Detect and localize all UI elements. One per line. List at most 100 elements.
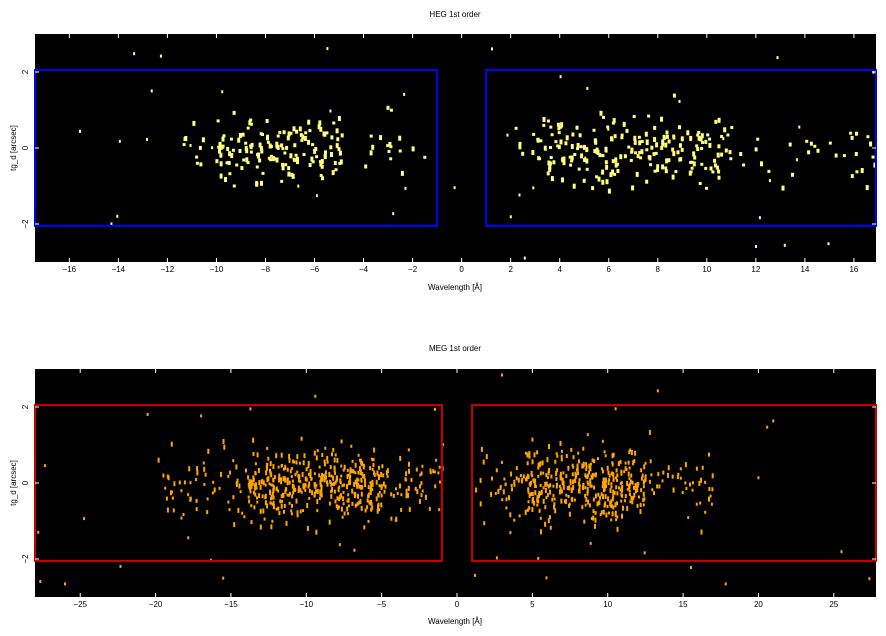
event-pixel — [453, 186, 456, 190]
event-pixel — [326, 47, 329, 51]
y-tick-label: −2 — [21, 554, 30, 564]
event-pixel — [357, 453, 360, 457]
event-pixel — [286, 135, 290, 141]
event-pixel — [791, 172, 794, 177]
event-pixel — [544, 521, 547, 527]
event-pixel — [351, 488, 354, 494]
event-pixel — [602, 481, 605, 486]
event-pixel — [294, 488, 297, 492]
event-pixel — [324, 470, 327, 474]
event-pixel — [133, 52, 136, 56]
event-pixel — [439, 480, 441, 484]
event-pixel — [602, 477, 605, 482]
event-pixel — [369, 481, 372, 485]
event-pixel — [868, 577, 871, 581]
event-pixel — [356, 477, 359, 482]
event-pixel — [592, 509, 595, 514]
event-pixel — [691, 488, 694, 492]
event-pixel — [542, 471, 545, 475]
x-tick-label: 12 — [751, 265, 760, 274]
event-pixel — [540, 529, 542, 535]
event-pixel — [378, 465, 380, 470]
event-pixel — [573, 153, 577, 156]
event-pixel — [309, 469, 312, 474]
event-pixel — [383, 489, 386, 494]
event-pixel — [283, 467, 285, 471]
event-pixel — [657, 472, 660, 477]
event-pixel — [250, 504, 253, 508]
y-tick-label: 2 — [21, 69, 30, 74]
event-pixel — [653, 169, 657, 173]
event-pixel — [580, 153, 584, 159]
event-pixel — [244, 146, 248, 151]
event-pixel — [378, 508, 380, 512]
event-pixel — [591, 473, 594, 478]
event-pixel — [636, 485, 639, 489]
event-pixel — [518, 514, 521, 518]
event-pixel — [338, 485, 341, 489]
event-pixel — [605, 512, 608, 518]
event-pixel — [611, 159, 615, 164]
event-pixel — [334, 480, 337, 485]
event-pixel — [698, 182, 702, 185]
event-pixel — [264, 483, 267, 487]
event-pixel — [429, 468, 432, 473]
event-pixel — [255, 181, 259, 186]
event-pixel — [259, 132, 263, 136]
event-pixel — [305, 467, 308, 472]
event-pixel — [601, 469, 604, 474]
x-tick-label: −4 — [359, 265, 369, 274]
event-pixel — [556, 122, 560, 127]
event-pixel — [536, 138, 540, 141]
event-pixel — [582, 178, 586, 183]
event-pixel — [540, 489, 543, 495]
event-pixel — [798, 125, 801, 129]
event-pixel — [528, 492, 531, 498]
event-pixel — [282, 492, 285, 498]
event-pixel — [539, 492, 541, 496]
event-pixel — [581, 463, 584, 469]
event-pixel — [189, 144, 192, 147]
event-pixel — [545, 496, 548, 500]
event-pixel — [275, 507, 278, 511]
event-pixel — [556, 144, 560, 148]
event-pixel — [642, 497, 645, 502]
event-pixel — [278, 473, 281, 479]
event-pixel — [619, 488, 622, 492]
event-pixel — [582, 461, 585, 467]
event-pixel — [700, 529, 703, 535]
event-pixel — [318, 473, 321, 478]
event-pixel — [386, 468, 389, 474]
event-pixel — [299, 488, 302, 493]
event-pixel — [612, 472, 615, 478]
y-axis-label: tg_d [arcsec] — [9, 460, 18, 506]
event-pixel — [711, 473, 714, 479]
event-pixel — [601, 169, 605, 175]
event-pixel — [697, 135, 701, 141]
event-pixel — [384, 484, 387, 489]
event-pixel — [610, 136, 613, 142]
event-pixel — [566, 486, 569, 491]
event-pixel — [501, 373, 503, 377]
event-pixel — [284, 476, 286, 482]
event-pixel — [627, 145, 631, 149]
event-pixel — [699, 501, 702, 505]
event-pixel — [400, 170, 404, 176]
event-pixel — [376, 470, 379, 476]
event-pixel — [367, 519, 370, 523]
event-pixel — [539, 516, 542, 520]
event-pixel — [405, 471, 408, 477]
event-pixel — [232, 495, 235, 500]
x-tick-label: 5 — [530, 600, 535, 609]
event-pixel — [339, 478, 342, 484]
event-pixel — [532, 132, 536, 136]
event-pixel — [320, 487, 323, 493]
event-pixel — [630, 473, 633, 478]
event-pixel — [257, 468, 260, 473]
event-pixel — [296, 159, 299, 165]
event-pixel — [616, 491, 619, 496]
event-pixel — [219, 144, 223, 148]
event-pixel — [865, 185, 869, 191]
event-pixel — [620, 136, 624, 140]
event-pixel — [227, 161, 231, 165]
